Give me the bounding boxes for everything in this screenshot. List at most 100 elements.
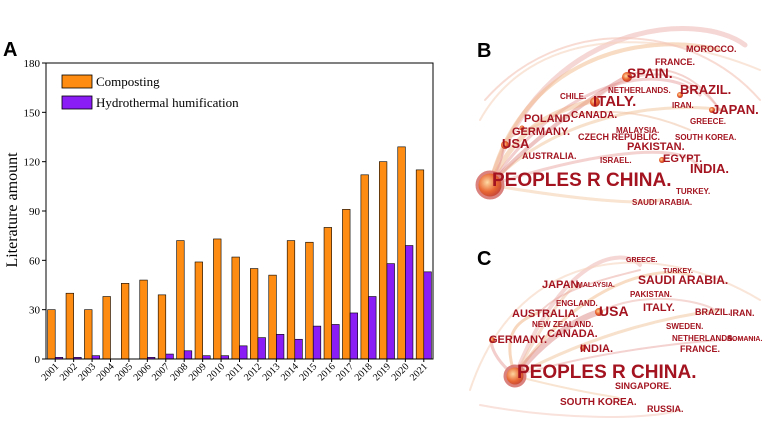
x-tick-label: 2002 — [58, 361, 80, 383]
legend-label-composting: Composting — [96, 74, 160, 89]
bar-composting-2010 — [213, 238, 222, 360]
country-label: AUSTRALIA. — [512, 308, 579, 320]
x-tick-label: 2021 — [408, 361, 430, 383]
bar-hydrothermal-2015 — [312, 325, 322, 360]
y-axis-label: Literature amount — [4, 152, 21, 268]
bar-hydrothermal-2016 — [331, 324, 340, 360]
country-label: POLAND. — [524, 113, 574, 125]
legend-label-hydrothermal: Hydrothermal humification — [96, 95, 239, 110]
bar-composting-2015 — [305, 241, 314, 360]
x-tick-label: 2005 — [113, 361, 135, 383]
x-tick-label: 2018 — [353, 361, 375, 383]
y-tick-label: 150 — [24, 107, 41, 119]
bar-composting-2019 — [379, 161, 388, 360]
x-tick-label: 2006 — [132, 361, 154, 383]
x-tick-label: 2010 — [205, 361, 227, 383]
country-label: PEOPLES R CHINA. — [517, 362, 696, 383]
bar-composting-2004 — [102, 296, 111, 360]
x-tick-label: 2014 — [279, 361, 301, 383]
legend-swatch-hydrothermal — [61, 95, 93, 110]
country-label: SOUTH KOREA. — [675, 133, 736, 142]
network-c-links — [469, 255, 761, 418]
network-node — [475, 170, 505, 200]
network-node — [580, 345, 586, 351]
bar-composting-2018 — [360, 174, 369, 360]
country-label: IRAN. — [730, 308, 755, 318]
country-label: SAUDI ARABIA. — [632, 198, 692, 207]
network-node — [489, 337, 495, 343]
bar-composting-2011 — [231, 256, 240, 360]
bar-composting-2016 — [323, 227, 332, 360]
network-node — [659, 157, 665, 163]
bar-hydrothermal-2014 — [294, 338, 303, 360]
country-label: IRAN. — [672, 101, 694, 110]
y-axis-ticks: 0 30 60 90 120 150 180 — [24, 58, 46, 366]
y-tick-label: 0 — [35, 354, 41, 366]
legend-swatch-composting — [61, 74, 93, 89]
country-label: MALAYSIA. — [577, 282, 615, 289]
bar-composting-2002 — [65, 292, 74, 360]
bar-composting-2007 — [157, 294, 167, 360]
y-tick-label: 60 — [29, 255, 41, 267]
x-tick-label: 2001 — [39, 361, 61, 383]
country-label: ISRAEL. — [600, 156, 632, 165]
x-axis-ticks: 2001200220032004200520062007200820092010… — [39, 359, 430, 383]
bar-hydrothermal-2018 — [368, 296, 377, 360]
country-label: NETHERLANDS. — [672, 334, 735, 343]
country-label: INDIA. — [690, 161, 729, 176]
x-tick-label: 2013 — [261, 361, 283, 383]
bar-composting-2008 — [176, 240, 185, 360]
country-label: GERMANY. — [489, 334, 547, 346]
legend: Composting Hydrothermal humification — [61, 74, 239, 110]
country-label: CANADA. — [547, 328, 598, 340]
x-tick-label: 2011 — [224, 361, 246, 383]
bar-composting-2020 — [397, 146, 406, 360]
country-label: MALAYSIA. — [616, 126, 659, 135]
network-c-nodes — [489, 308, 603, 388]
bar-composting-2012 — [250, 268, 259, 360]
country-label: SWEDEN. — [666, 322, 703, 331]
x-tick-label: 2003 — [76, 361, 98, 383]
bar-composting-2017 — [342, 209, 351, 360]
bar-composting-2005 — [121, 283, 130, 360]
bar-hydrothermal-2013 — [276, 334, 285, 360]
network-node — [501, 141, 509, 149]
country-label: NETHERLANDS. — [608, 86, 671, 95]
bar-hydrothermal-2007 — [165, 353, 174, 360]
country-label: AUSTRALIA. — [522, 151, 577, 161]
country-label: CZECH REPUBLIC. — [578, 132, 660, 142]
y-tick-label: 120 — [24, 157, 41, 169]
x-tick-label: 2009 — [187, 361, 209, 383]
bar-composting-2021 — [415, 169, 425, 360]
country-label: GREECE. — [690, 117, 726, 126]
x-tick-label: 2020 — [390, 361, 412, 383]
x-tick-label: 2016 — [316, 361, 338, 383]
country-label: INDIA. — [580, 343, 613, 355]
country-label: USA — [502, 136, 530, 151]
x-tick-label: 2008 — [168, 361, 190, 383]
network-node — [709, 107, 715, 113]
country-label: GERMANY. — [512, 126, 570, 138]
country-label: PEOPLES R CHINA. — [492, 170, 671, 191]
network-node — [595, 308, 603, 316]
bar-composting-2003 — [84, 309, 93, 360]
country-label: RUSSIA. — [647, 404, 684, 414]
bar-hydrothermal-2021 — [423, 271, 432, 360]
bar-composting-2001 — [47, 309, 56, 360]
bar-hydrothermal-2011 — [239, 345, 248, 360]
country-label: JAPAN. — [712, 102, 759, 117]
network-c-labels: GREECE. TURKEY.SAUDI ARABIA. JAPAN.MALAYSI… — [489, 257, 762, 414]
network-node — [519, 125, 525, 131]
bar-hydrothermal-2019 — [386, 263, 395, 360]
plot-frame — [45, 62, 434, 360]
country-label: ITALY. — [643, 302, 675, 314]
network-node — [590, 97, 600, 107]
country-label: TURKEY. — [663, 268, 693, 275]
bar-hydrothermal-2017 — [349, 312, 358, 360]
y-tick-label: 180 — [24, 58, 41, 70]
x-tick-label: 2017 — [334, 361, 356, 383]
country-label: ROMANIA. — [727, 336, 762, 343]
country-label: EGYPT. — [663, 153, 702, 165]
panel-label-a: A — [3, 39, 17, 61]
